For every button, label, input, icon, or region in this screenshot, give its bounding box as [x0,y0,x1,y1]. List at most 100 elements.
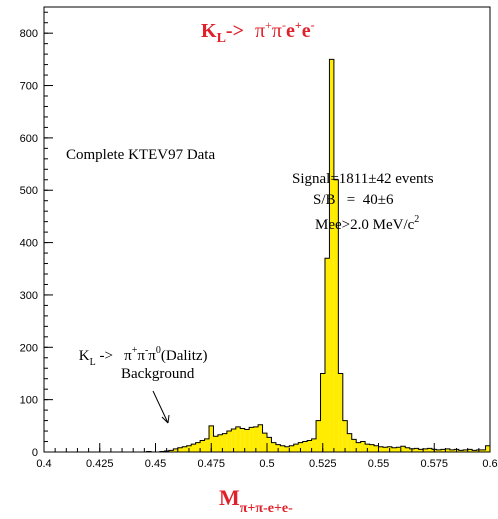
x-tick-label: 0.575 [420,458,448,470]
title-s3: + [295,18,302,32]
histogram-bar [200,440,205,452]
histogram-bar [289,445,294,452]
histogram-bar [173,448,178,452]
bg-k-sub: L [90,357,96,368]
y-tick-label: 200 [20,342,38,354]
histogram-bar [316,420,321,452]
title-e1: e [286,20,295,42]
x-tick-label: 0.4 [36,458,51,470]
histogram-bar [449,449,455,452]
background-label: Background [121,366,195,382]
histogram-bar [235,426,241,452]
x-tick-label: 0.55 [368,458,389,470]
histogram-bar [400,446,406,452]
histogram-bar [405,447,410,452]
histogram-bar [311,438,317,452]
background-decay-label: KL -> π+π-π0(Dalitz) [60,345,219,368]
title-s1: + [265,18,272,32]
histogram-bar [191,444,196,452]
histogram-bar [472,450,477,452]
mee-text: Mee>2.0 MeV/c [315,217,415,233]
title-arrow: -> [226,20,249,42]
histogram-bar [240,428,245,452]
histogram-bar [298,442,303,452]
histogram-bar [226,431,232,452]
histogram-bar [445,448,450,452]
histogram-bar [271,442,276,452]
title-s2: - [282,18,286,32]
title-s4: - [311,18,315,32]
histogram-bar [307,440,312,452]
histogram-bar [356,442,361,452]
x-tick-labels: 0.4 0.425 0.45 0.475 0.5 0.525 0.55 0.575 0.6 [36,458,497,470]
histogram-bar [182,446,187,452]
sb-label: S/B = 40±6 [313,192,394,208]
histogram-bar [302,441,308,452]
xlabel-m: M [219,485,240,510]
histogram-bar [374,445,379,452]
y-tick-label: 0 [32,447,38,459]
histogram-bar [231,428,236,452]
histogram-bar [378,446,383,452]
histogram-bar [338,373,343,452]
histogram-bar [347,433,352,452]
bg-pi3: π [148,348,156,364]
x-tick-label: 0.6 [482,458,497,470]
bg-sup1: + [132,345,138,356]
histogram-bar [213,436,218,452]
bg-arrow: -> π [96,348,132,364]
histogram-bar [382,447,388,452]
x-tick-label: 0.5 [259,458,274,470]
title-k: K [201,20,217,42]
bg-pi2: π [137,348,145,364]
mee-sup: 2 [414,214,419,225]
histogram-bar [217,434,223,452]
axes [43,6,491,453]
histogram-bars [44,58,490,453]
histogram-bar [195,442,201,452]
y-tick-label: 800 [20,28,38,40]
histogram-bar [342,420,348,452]
histogram-bar [414,448,419,452]
y-tick-label: 500 [20,185,38,197]
bg-sup3: 0 [156,345,161,356]
y-tick-label: 400 [20,238,38,250]
histogram-bar [209,425,214,452]
histogram-bar [293,444,299,452]
histogram-bar [280,445,285,452]
histogram-bar [427,448,433,452]
histogram-bar [324,258,330,452]
histogram-bar [458,450,464,452]
histogram-bar [423,448,428,452]
histogram-bar [369,444,375,452]
chart-title: KL-> π+π-e+e- [201,18,315,46]
bg-dalitz: (Dalitz) [161,348,208,364]
y-tick-label: 600 [20,133,38,145]
histogram-bar [329,59,334,453]
annotation-arrow-head [161,414,170,424]
histogram-bar [391,447,397,452]
histogram-bar [249,427,254,452]
histogram-bar [177,447,183,452]
histogram-bar [168,450,174,452]
histogram-bar [204,438,210,452]
x-tick-label: 0.525 [309,458,337,470]
title-e2: e [302,20,311,42]
histogram-bar [284,446,290,452]
x-tick-label: 0.475 [197,458,225,470]
signal-label: Signal=1811±42 events [292,171,434,187]
histogram-bar [351,439,357,452]
histogram-bar [262,433,267,452]
title-pi1: π [255,20,265,42]
title-pi2: π [272,20,282,42]
histogram-bar [333,179,339,452]
histogram-bar [467,449,473,452]
bg-sup2: - [145,345,148,356]
histogram-bar [436,449,441,452]
x-axis-label: Mπ+π-e+e- [219,485,293,516]
histogram-bar [485,445,490,452]
mee-label: Mee>2.0 MeV/c2 [315,214,419,233]
xlabel-sub: π+π-e+e- [240,501,293,516]
dataset-label: Complete KTEV97 Data [66,147,215,163]
